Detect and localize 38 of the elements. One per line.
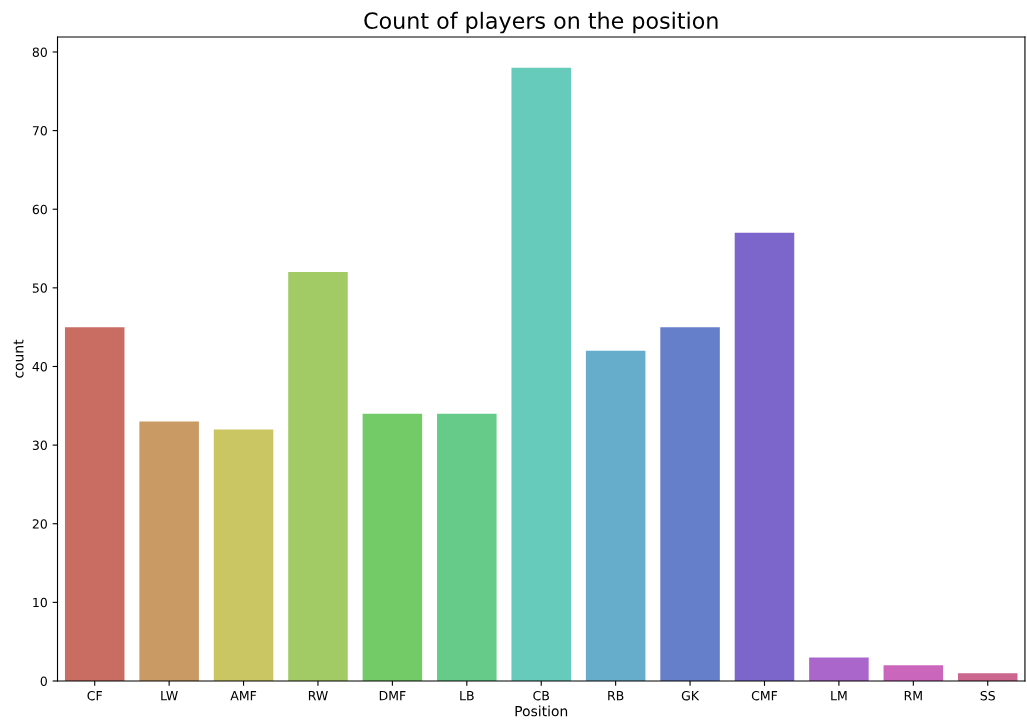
bar bbox=[213, 429, 274, 681]
bar bbox=[734, 232, 795, 681]
bar bbox=[64, 327, 125, 681]
y-tick-label: 50 bbox=[32, 283, 47, 293]
x-tick-label: LM bbox=[831, 691, 847, 701]
bar bbox=[139, 421, 199, 681]
x-axis-title: Position bbox=[515, 705, 568, 717]
bar bbox=[809, 657, 869, 681]
x-tick-label: LW bbox=[161, 691, 178, 701]
x-tick-label: CF bbox=[87, 690, 102, 701]
bar bbox=[585, 350, 646, 681]
y-tick-label: 60 bbox=[32, 204, 47, 215]
x-tick-label: SS bbox=[980, 690, 995, 701]
bar bbox=[957, 673, 1018, 681]
x-tick-label: RM bbox=[904, 691, 922, 701]
bar bbox=[511, 67, 571, 681]
x-tick-label: GK bbox=[681, 690, 700, 701]
y-tick-label: 10 bbox=[33, 597, 47, 608]
y-tick-label: 70 bbox=[32, 126, 47, 136]
x-tick-label: CB bbox=[533, 690, 549, 701]
bar bbox=[437, 413, 497, 681]
x-tick-label: CMF bbox=[751, 690, 778, 701]
y-tick-label: 0 bbox=[40, 676, 47, 686]
chart-title: Count of players on the position bbox=[364, 11, 718, 34]
x-tick-label: AMF bbox=[230, 691, 257, 701]
x-tick-label: DMF bbox=[379, 691, 406, 701]
bar bbox=[660, 327, 720, 681]
x-tick-label: RW bbox=[308, 691, 328, 701]
bar bbox=[883, 665, 944, 681]
y-axis-title: count bbox=[13, 339, 24, 378]
y-tick-label: 30 bbox=[32, 440, 47, 451]
y-tick-label: 80 bbox=[32, 47, 47, 57]
x-tick-label: LB bbox=[460, 691, 474, 701]
bar bbox=[362, 413, 423, 681]
y-tick-label: 40 bbox=[32, 361, 47, 372]
x-tick-label: RB bbox=[608, 691, 624, 701]
y-tick-label: 20 bbox=[32, 519, 47, 529]
bar bbox=[288, 272, 348, 681]
